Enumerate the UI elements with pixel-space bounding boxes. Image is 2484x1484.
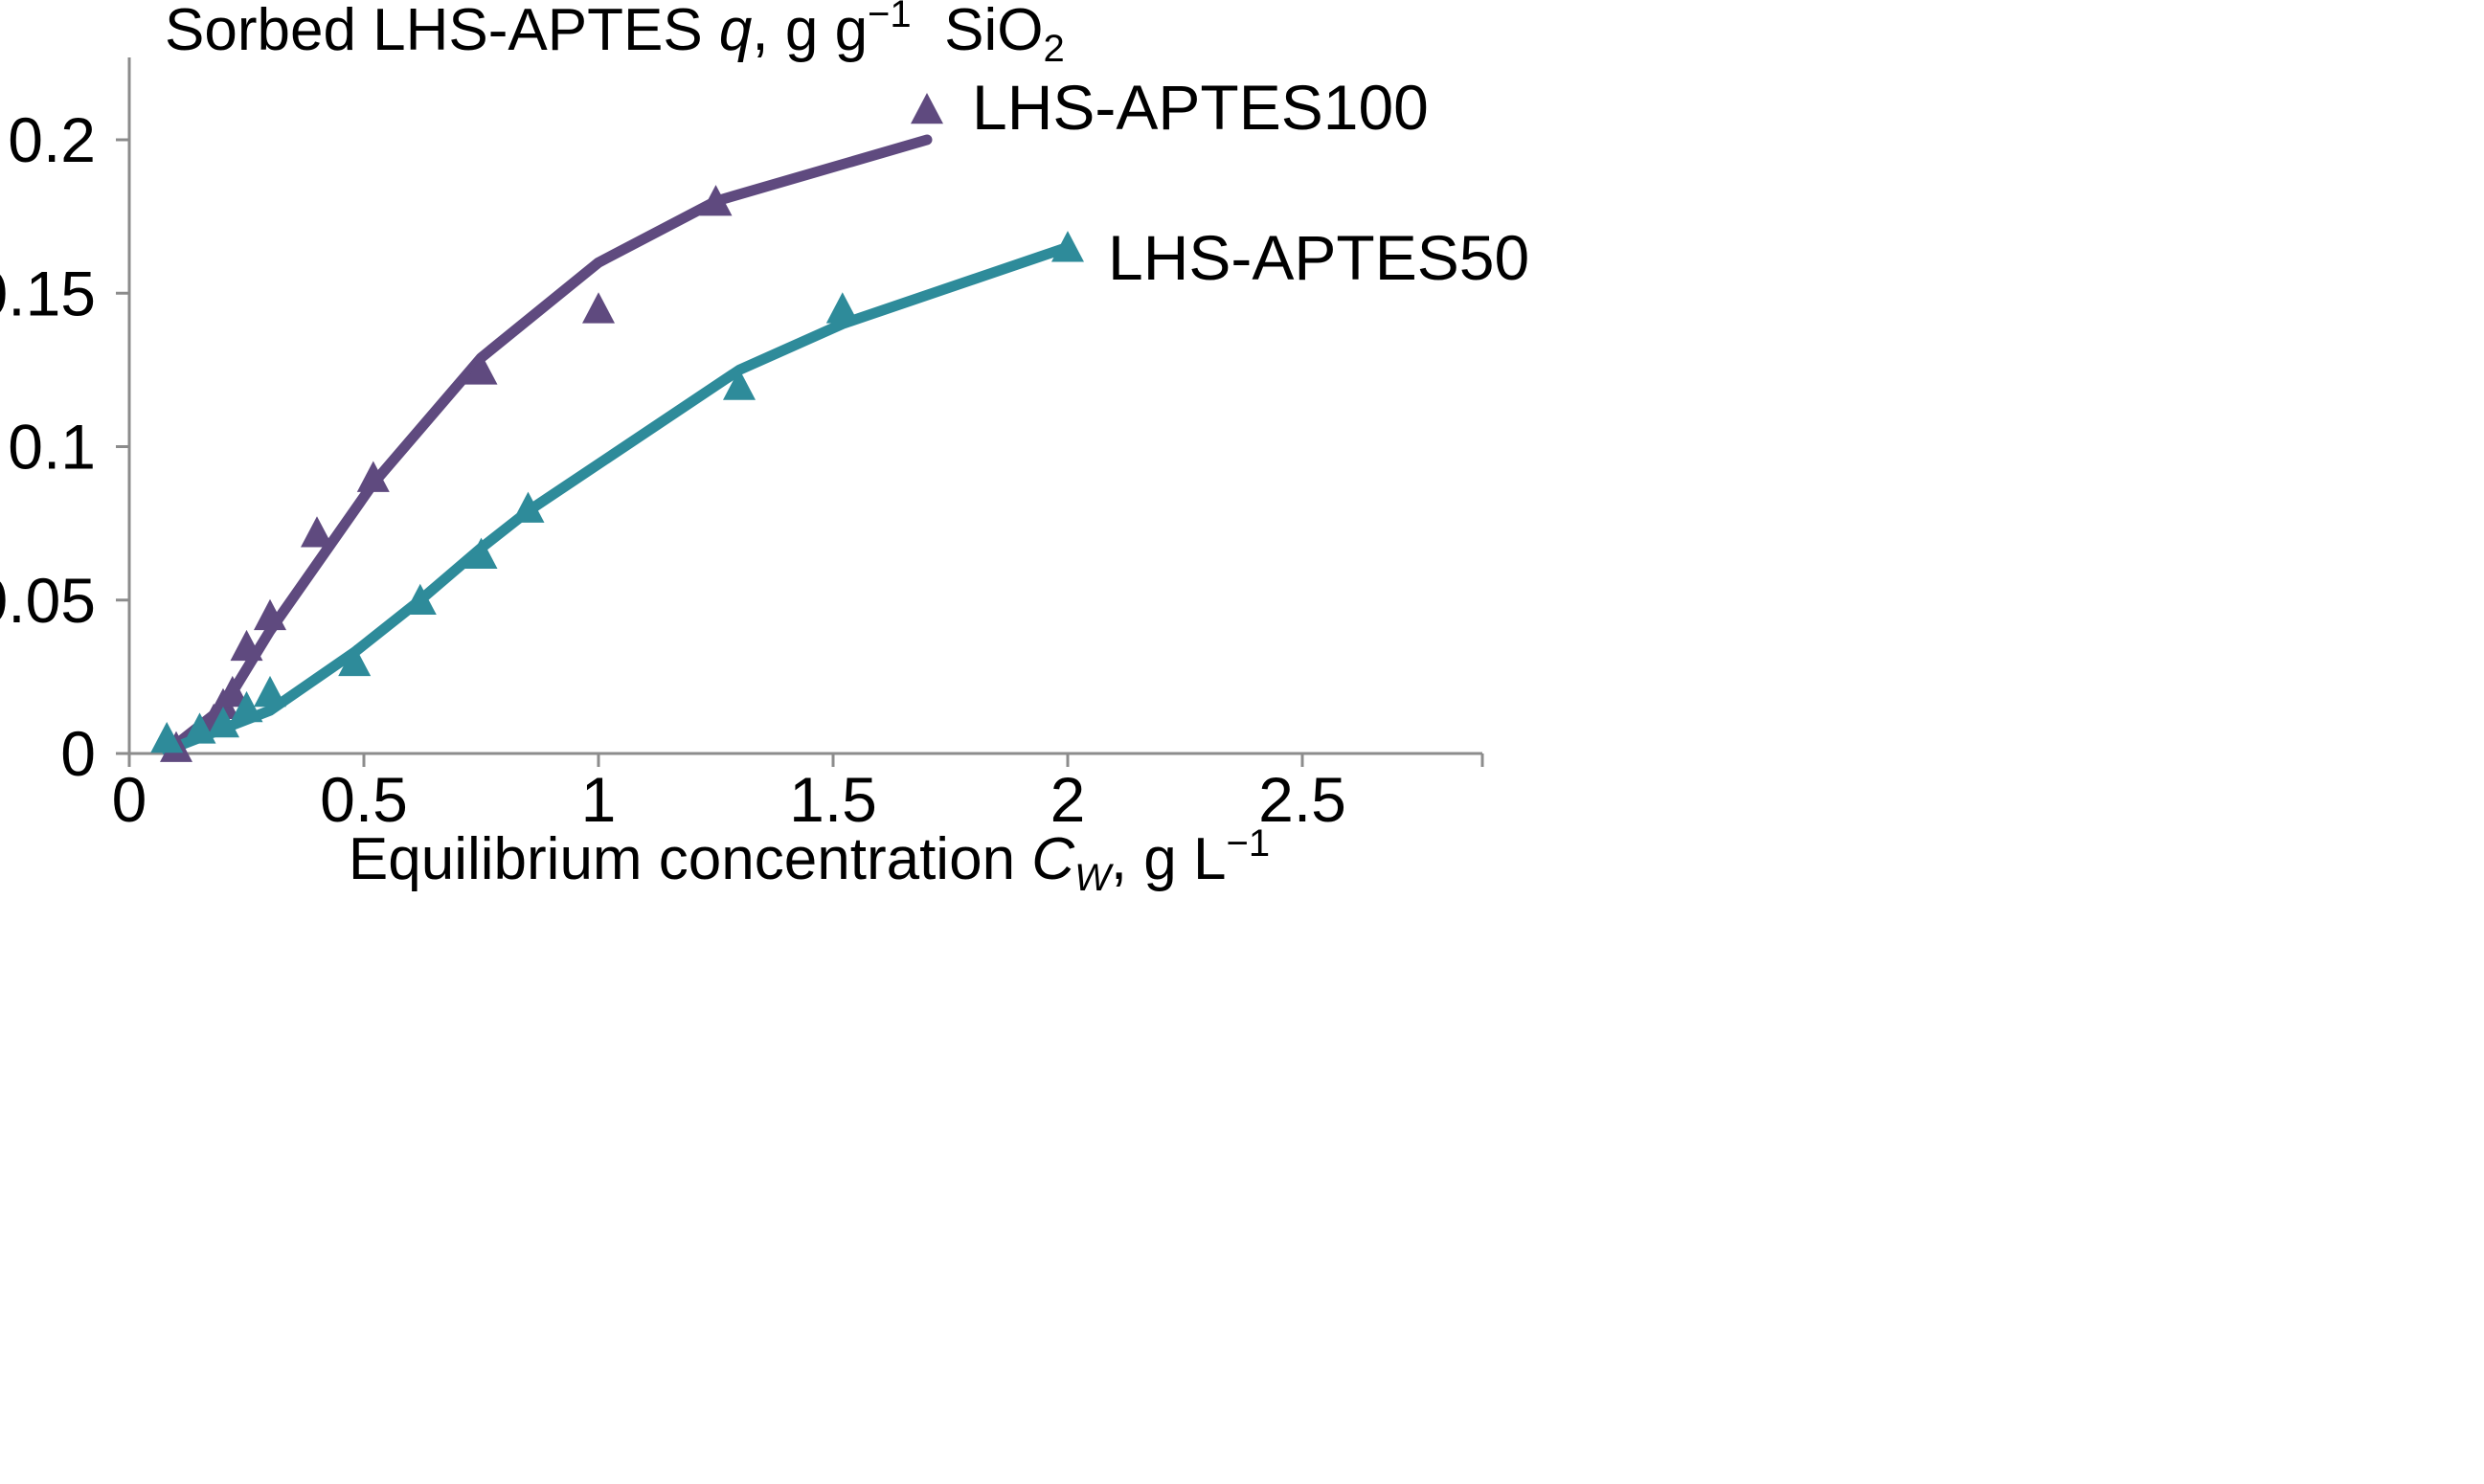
x-axis-title-symbol: C — [1031, 826, 1075, 892]
x-tick-label: 2 — [1050, 764, 1086, 835]
data-point-aptes100 — [301, 516, 333, 548]
y-axis-title-unit: , g g — [752, 0, 868, 63]
data-point-aptes100 — [215, 675, 249, 708]
y-axis-title-unit-b: SiO — [912, 0, 1044, 63]
data-point-aptes50 — [403, 583, 437, 616]
fit-line-aptes50 — [161, 241, 1073, 756]
x-tick-label: 1.5 — [789, 764, 877, 835]
y-axis-title-unit-sup: −1 — [868, 0, 912, 35]
data-point-aptes50 — [464, 537, 498, 569]
data-point-aptes100 — [911, 92, 943, 124]
y-tick-label: 0.05 — [0, 565, 96, 636]
y-axis-title: Sorbed LHS-APTES q, g g−1 SiO2 — [165, 0, 1065, 70]
y-tick-label: 0.2 — [8, 104, 96, 175]
legend-label-aptes50: LHS-APTES50 — [1108, 222, 1529, 293]
data-point-aptes100 — [230, 629, 263, 662]
x-axis-title-prefix: Equilibrium concentration — [349, 826, 1031, 892]
data-point-aptes50 — [230, 690, 263, 723]
data-point-aptes100 — [356, 461, 390, 492]
legend-label-aptes100: LHS-APTES100 — [972, 72, 1429, 143]
x-tick-label: 0.5 — [320, 764, 408, 835]
data-point-aptes50 — [254, 675, 286, 708]
x-tick-label: 2.5 — [1258, 764, 1346, 835]
x-tick-label: 1 — [581, 764, 617, 835]
y-tick-label: 0.1 — [8, 412, 96, 483]
y-axis-title-symbol: q — [719, 0, 753, 63]
x-axis-ticks: 0 0.5 1 1.5 2 2.5 — [112, 753, 1484, 835]
data-point-aptes100 — [582, 292, 615, 324]
data-point-aptes50 — [511, 491, 545, 523]
data-point-aptes50 — [1051, 231, 1084, 262]
y-tick-label: 0.15 — [0, 258, 96, 328]
x-axis-title: Equilibrium concentration CW, g L−1 — [349, 822, 1270, 899]
y-tick-label: 0 — [60, 718, 96, 789]
data-point-aptes100 — [254, 598, 286, 631]
data-point-aptes50 — [150, 721, 184, 753]
data-point-aptes100 — [699, 185, 733, 216]
series-layer — [150, 92, 1084, 762]
fit-line-aptes100 — [170, 134, 933, 750]
data-point-aptes50 — [723, 369, 756, 400]
y-axis-title-prefix: Sorbed LHS-APTES — [165, 0, 719, 63]
y-axis-title-unit-sub: 2 — [1043, 28, 1064, 70]
data-point-aptes50 — [825, 292, 859, 324]
x-axis-title-unit-sup: −1 — [1226, 822, 1270, 865]
data-point-aptes50 — [338, 644, 372, 677]
x-axis-title-unit: , g L — [1111, 826, 1227, 892]
y-axis-ticks: 0 0.05 0.1 0.15 0.2 — [0, 104, 129, 789]
x-axis-title-symbol-sub: W — [1074, 857, 1114, 899]
data-point-aptes100 — [464, 353, 498, 385]
data-point-aptes50 — [207, 706, 239, 738]
x-tick-label: 0 — [112, 764, 147, 835]
